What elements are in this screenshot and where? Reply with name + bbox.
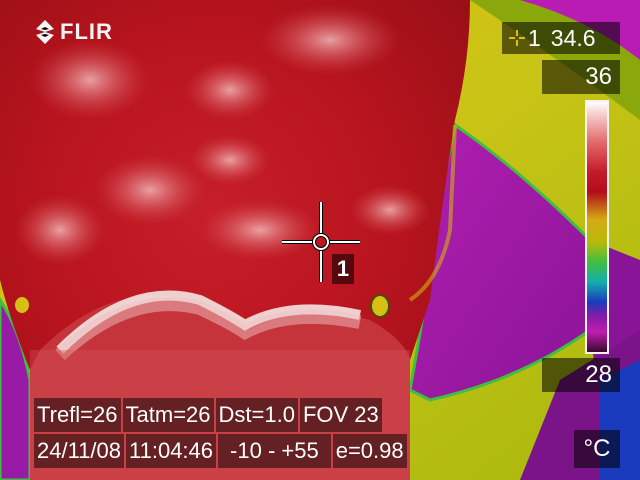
emissivity: e=0.98 [332,434,407,468]
measurement-params-row: Trefl=26 Tatm=26 Dst=1.0 FOV 23 [34,398,382,432]
field-of-view: FOV 23 [299,398,382,432]
spot-marker-label: 1 [332,254,354,284]
temperature-color-scale [585,100,609,354]
flir-diamond-logo-icon [36,20,54,44]
capture-date: 24/11/08 [34,434,125,468]
spot-crosshair-icon [282,202,360,282]
distance: Dst=1.0 [215,398,298,432]
temperature-unit: °C [574,430,620,468]
spot-meter-id: 1 [528,24,541,51]
scale-max-value: 36 [542,60,620,94]
status-row: 24/11/08 11:04:46 -10 - +55 e=0.98 [34,434,407,468]
flir-logo: FLIR [34,18,113,46]
scale-min-value: 28 [542,358,620,392]
capture-time: 11:04:46 [126,434,217,468]
spot-meter-value: 34.6 [550,24,596,51]
brand-name: FLIR [60,19,113,44]
reflected-temp: Trefl=26 [34,398,121,432]
temperature-range: -10 - +55 [218,434,331,468]
spot-meter-readout: 1 34.6 [502,22,620,54]
crosshair-plus-icon [509,30,525,46]
atmospheric-temp: Tatm=26 [122,398,214,432]
